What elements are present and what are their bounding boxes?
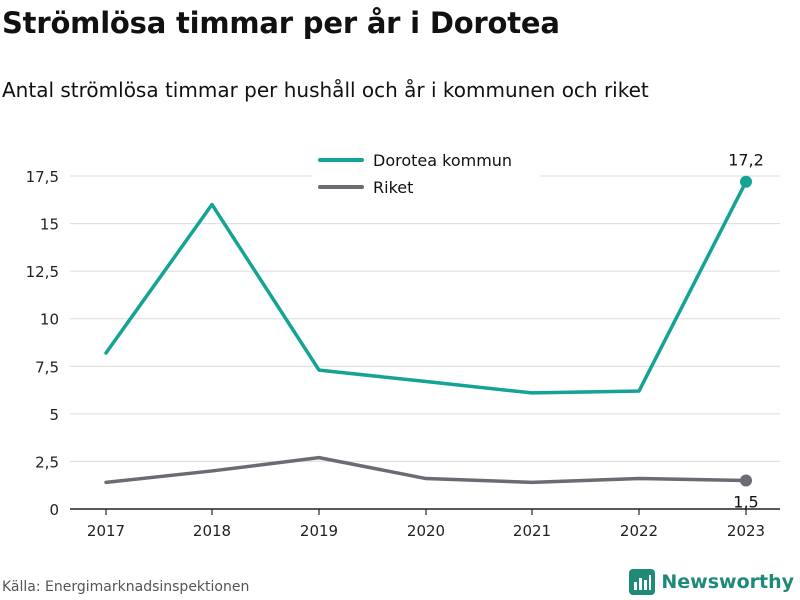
newsworthy-logo-icon xyxy=(629,569,656,595)
y-tick-label: 17,5 xyxy=(26,168,59,186)
legend-label: Riket xyxy=(373,178,413,197)
brand-logo: Newsworthy xyxy=(629,569,794,595)
chart-title: Strömlösa timmar per år i Dorotea xyxy=(2,6,560,40)
x-tick-label: 2020 xyxy=(407,522,445,540)
x-tick-label: 2018 xyxy=(193,522,231,540)
x-tick-label: 2022 xyxy=(620,522,658,540)
series-line-dorotea xyxy=(104,179,748,395)
data-point-riket-2023 xyxy=(740,474,752,487)
y-tick-label: 10 xyxy=(40,311,59,329)
x-tick-label: 2017 xyxy=(87,522,125,540)
source-note: Källa: Energimarknadsinspektionen xyxy=(2,579,250,595)
series-line-riket xyxy=(104,455,748,485)
data-label-dorotea: 17,2 xyxy=(728,151,764,170)
y-tick-label: 7,5 xyxy=(35,358,59,376)
data-label-riket: 1,5 xyxy=(733,492,758,511)
chart-subtitle: Antal strömlösa timmar per hushåll och å… xyxy=(2,78,649,102)
x-tick-label: 2023 xyxy=(727,522,765,540)
data-point-dorotea-2023 xyxy=(740,175,752,188)
y-tick-label: 2,5 xyxy=(35,453,59,471)
y-tick-label: 12,5 xyxy=(26,263,59,281)
legend-label: Dorotea kommun xyxy=(373,151,512,170)
y-tick-label: 5 xyxy=(49,406,59,424)
legend-background xyxy=(312,145,540,203)
y-tick-label: 0 xyxy=(49,501,59,519)
x-tick-label: 2021 xyxy=(513,522,551,540)
brand-name: Newsworthy xyxy=(661,571,794,593)
x-tick-label: 2019 xyxy=(300,522,338,540)
y-tick-label: 15 xyxy=(40,216,59,234)
